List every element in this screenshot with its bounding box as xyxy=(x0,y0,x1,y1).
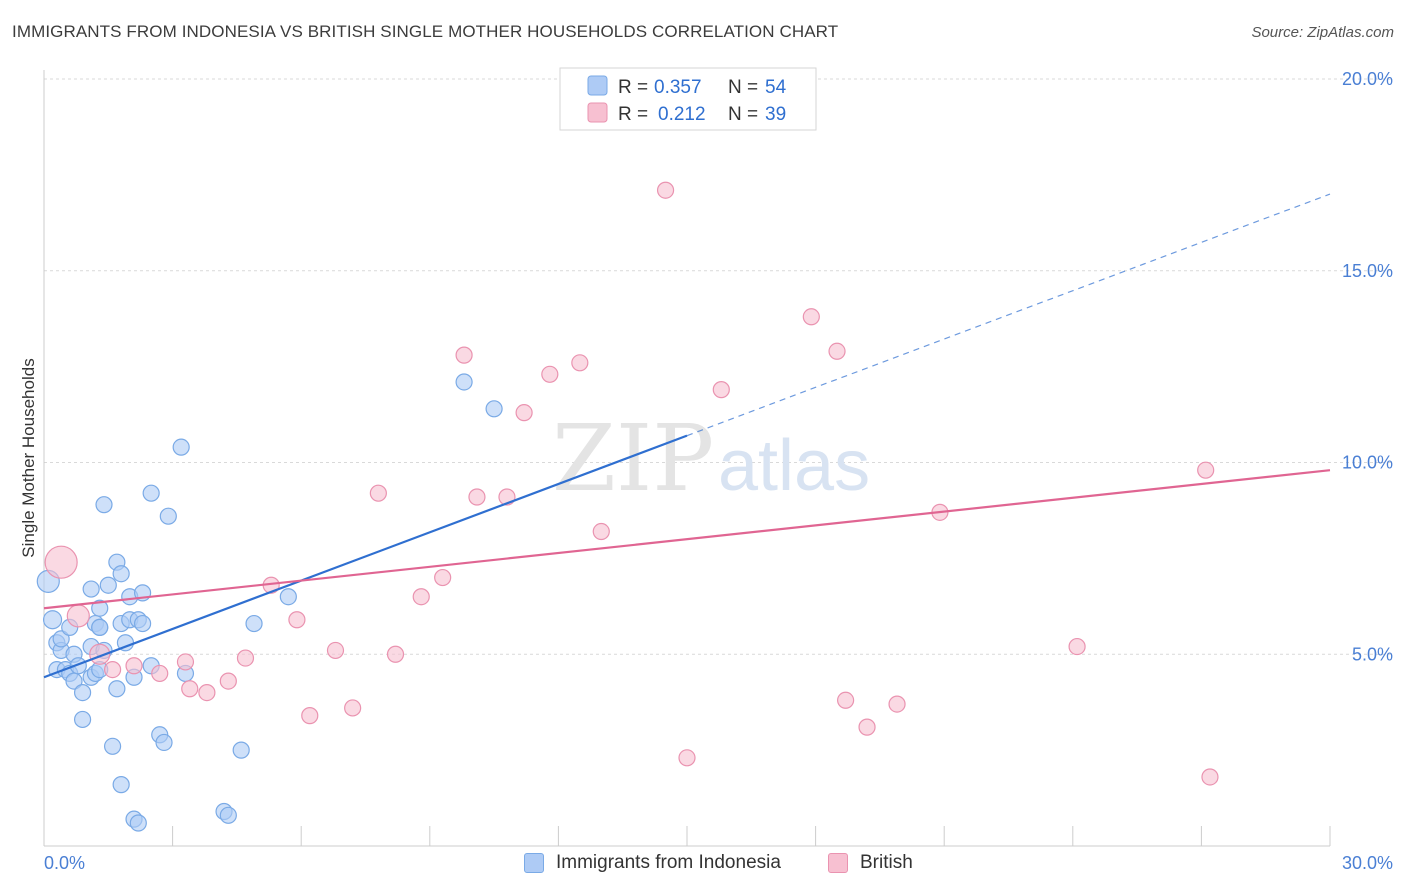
indonesia-point-45[interactable] xyxy=(159,507,177,525)
legend-box: R = 0.357 N = 54 R = 0.212 N = 39 xyxy=(559,67,817,131)
legend-r-label-2: R = xyxy=(618,104,648,125)
british-point-36[interactable] xyxy=(1068,637,1086,656)
legend-n-label-2: N = xyxy=(728,104,758,125)
british-point-9[interactable] xyxy=(219,672,237,690)
x-tick-marks xyxy=(172,826,1331,846)
y-axis-title: Single Mother Households xyxy=(19,358,38,557)
indonesia-point-50[interactable] xyxy=(232,741,250,759)
british-point-31[interactable] xyxy=(828,342,846,360)
x-tick-label-min: 0.0% xyxy=(44,853,85,873)
x-tick-label-max: 30.0% xyxy=(1342,853,1393,873)
watermark-zip: ZIP xyxy=(552,405,714,512)
indonesia-point-44[interactable] xyxy=(155,733,173,752)
y-tick-label-0: 5.0% xyxy=(1352,644,1393,664)
british-point-13[interactable] xyxy=(301,707,319,725)
british-point-4[interactable] xyxy=(125,657,143,675)
indonesia-point-13[interactable] xyxy=(73,710,92,729)
british-point-37[interactable] xyxy=(1197,461,1215,479)
british-point-27[interactable] xyxy=(656,181,675,199)
indonesia-point-53[interactable] xyxy=(455,373,473,391)
british-point-26[interactable] xyxy=(592,522,610,541)
british-point-38[interactable] xyxy=(1201,768,1219,786)
bottom-legend: Immigrants from Indonesia British xyxy=(0,852,1406,878)
indonesia-point-37[interactable] xyxy=(129,814,147,832)
british-point-12[interactable] xyxy=(288,611,306,629)
indonesia-point-51[interactable] xyxy=(245,614,263,633)
british-point-0[interactable] xyxy=(44,545,78,579)
indonesia-trend-extension xyxy=(686,193,1331,437)
british-point-10[interactable] xyxy=(236,649,255,667)
watermark-atlas: atlas xyxy=(718,426,870,506)
trend-lines xyxy=(43,193,1331,679)
british-point-5[interactable] xyxy=(151,664,169,683)
indonesia-point-52[interactable] xyxy=(279,588,297,606)
british-point-25[interactable] xyxy=(571,354,589,372)
y-tick-label-2: 15.0% xyxy=(1342,261,1393,281)
indonesia-point-25[interactable] xyxy=(99,576,117,594)
british-point-3[interactable] xyxy=(103,660,122,679)
indonesia-point-1[interactable] xyxy=(42,610,63,630)
legend-n-label-1: N = xyxy=(728,77,758,98)
british-point-17[interactable] xyxy=(386,645,405,663)
british-point-24[interactable] xyxy=(541,365,559,383)
legend-swatch-blue xyxy=(587,75,608,96)
indonesia-point-27[interactable] xyxy=(108,680,126,698)
british-point-20[interactable] xyxy=(455,346,473,364)
indonesia-point-30[interactable] xyxy=(112,776,130,794)
legend-swatch-pink xyxy=(587,102,608,123)
legend-r-value-2: 0.212 xyxy=(658,104,706,125)
british-point-6[interactable] xyxy=(176,653,195,671)
bottom-legend-item-indonesia[interactable]: Immigrants from Indonesia xyxy=(524,852,781,874)
british-point-21[interactable] xyxy=(468,488,486,506)
watermark: ZIP atlas xyxy=(552,405,870,512)
british-point-28[interactable] xyxy=(678,749,696,767)
british-point-8[interactable] xyxy=(198,683,216,702)
y-tick-labels: 5.0% 10.0% 15.0% 20.0% xyxy=(1342,69,1393,664)
british-point-14[interactable] xyxy=(326,641,345,660)
british-point-16[interactable] xyxy=(369,484,387,502)
indonesia-point-26[interactable] xyxy=(103,737,122,755)
grid-lines xyxy=(44,78,1392,655)
indonesia-point-54[interactable] xyxy=(485,400,503,418)
british-point-18[interactable] xyxy=(412,588,430,606)
british-point-30[interactable] xyxy=(802,308,820,326)
indonesia-point-40[interactable] xyxy=(133,614,152,633)
bottom-legend-swatch-pink xyxy=(828,853,848,873)
indonesia-trend-line xyxy=(43,434,688,679)
british-point-29[interactable] xyxy=(712,381,730,399)
legend-r-label-1: R = xyxy=(618,77,648,98)
british-point-7[interactable] xyxy=(181,680,199,698)
legend-n-value-1: 54 xyxy=(765,77,787,98)
data-points xyxy=(36,181,1219,832)
bottom-legend-item-british[interactable]: British xyxy=(828,852,913,874)
indonesia-point-19[interactable] xyxy=(91,599,109,617)
indonesia-point-29[interactable] xyxy=(112,565,130,583)
british-trend-line xyxy=(43,469,1331,610)
y-tick-label-3: 20.0% xyxy=(1342,69,1393,89)
indonesia-point-23[interactable] xyxy=(91,618,109,637)
bottom-legend-label-british: British xyxy=(860,852,913,873)
british-point-15[interactable] xyxy=(344,699,362,717)
british-point-33[interactable] xyxy=(858,718,876,736)
chart-title: IMMIGRANTS FROM INDONESIA VS BRITISH SIN… xyxy=(12,22,839,41)
indonesia-point-49[interactable] xyxy=(219,806,237,824)
indonesia-point-12[interactable] xyxy=(73,683,92,702)
indonesia-point-8[interactable] xyxy=(52,630,70,648)
indonesia-point-46[interactable] xyxy=(172,438,190,456)
indonesia-point-42[interactable] xyxy=(142,484,160,502)
british-point-19[interactable] xyxy=(434,568,452,587)
indonesia-point-16[interactable] xyxy=(82,580,100,598)
y-tick-label-1: 10.0% xyxy=(1342,453,1393,473)
legend-r-value-1: 0.357 xyxy=(654,77,702,98)
british-point-23[interactable] xyxy=(515,404,533,422)
legend-n-value-2: 39 xyxy=(765,104,786,125)
indonesia-point-24[interactable] xyxy=(95,496,113,514)
british-point-34[interactable] xyxy=(888,695,906,713)
british-point-1[interactable] xyxy=(66,604,90,628)
british-point-32[interactable] xyxy=(837,691,855,709)
bottom-legend-label-indonesia: Immigrants from Indonesia xyxy=(556,852,781,873)
source-label: Source: ZipAtlas.com xyxy=(1251,24,1394,41)
bottom-legend-swatch-blue xyxy=(524,853,544,873)
